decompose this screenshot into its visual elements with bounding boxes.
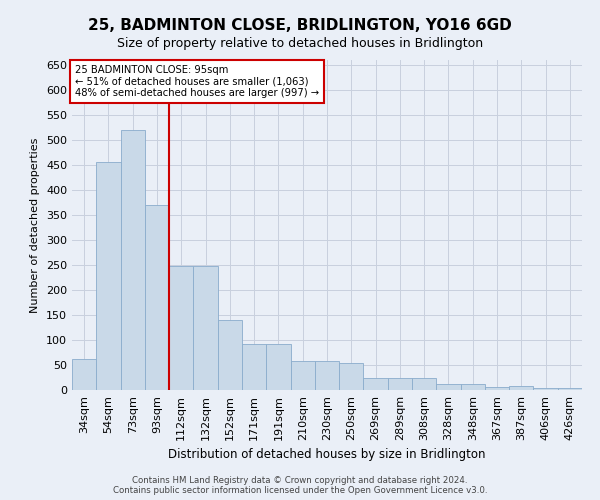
Bar: [509, 386, 533, 390]
Bar: [121, 130, 145, 390]
Text: Contains HM Land Registry data © Crown copyright and database right 2024.
Contai: Contains HM Land Registry data © Crown c…: [113, 476, 487, 495]
Bar: [461, 384, 485, 390]
Bar: [533, 388, 558, 390]
Text: 25, BADMINTON CLOSE, BRIDLINGTON, YO16 6GD: 25, BADMINTON CLOSE, BRIDLINGTON, YO16 6…: [88, 18, 512, 32]
Text: Size of property relative to detached houses in Bridlington: Size of property relative to detached ho…: [117, 38, 483, 51]
Bar: [96, 162, 121, 390]
Text: 25 BADMINTON CLOSE: 95sqm
← 51% of detached houses are smaller (1,063)
48% of se: 25 BADMINTON CLOSE: 95sqm ← 51% of detac…: [74, 65, 319, 98]
Bar: [485, 387, 509, 390]
Bar: [145, 205, 169, 390]
Bar: [339, 362, 364, 390]
Bar: [436, 384, 461, 390]
Bar: [193, 266, 218, 390]
X-axis label: Distribution of detached houses by size in Bridlington: Distribution of detached houses by size …: [168, 448, 486, 462]
Bar: [315, 361, 339, 390]
Y-axis label: Number of detached properties: Number of detached properties: [31, 138, 40, 312]
Bar: [364, 378, 388, 390]
Bar: [388, 378, 412, 390]
Bar: [558, 388, 582, 390]
Bar: [72, 359, 96, 390]
Bar: [412, 378, 436, 390]
Bar: [290, 361, 315, 390]
Bar: [169, 266, 193, 390]
Bar: [242, 344, 266, 390]
Bar: [218, 320, 242, 390]
Bar: [266, 344, 290, 390]
